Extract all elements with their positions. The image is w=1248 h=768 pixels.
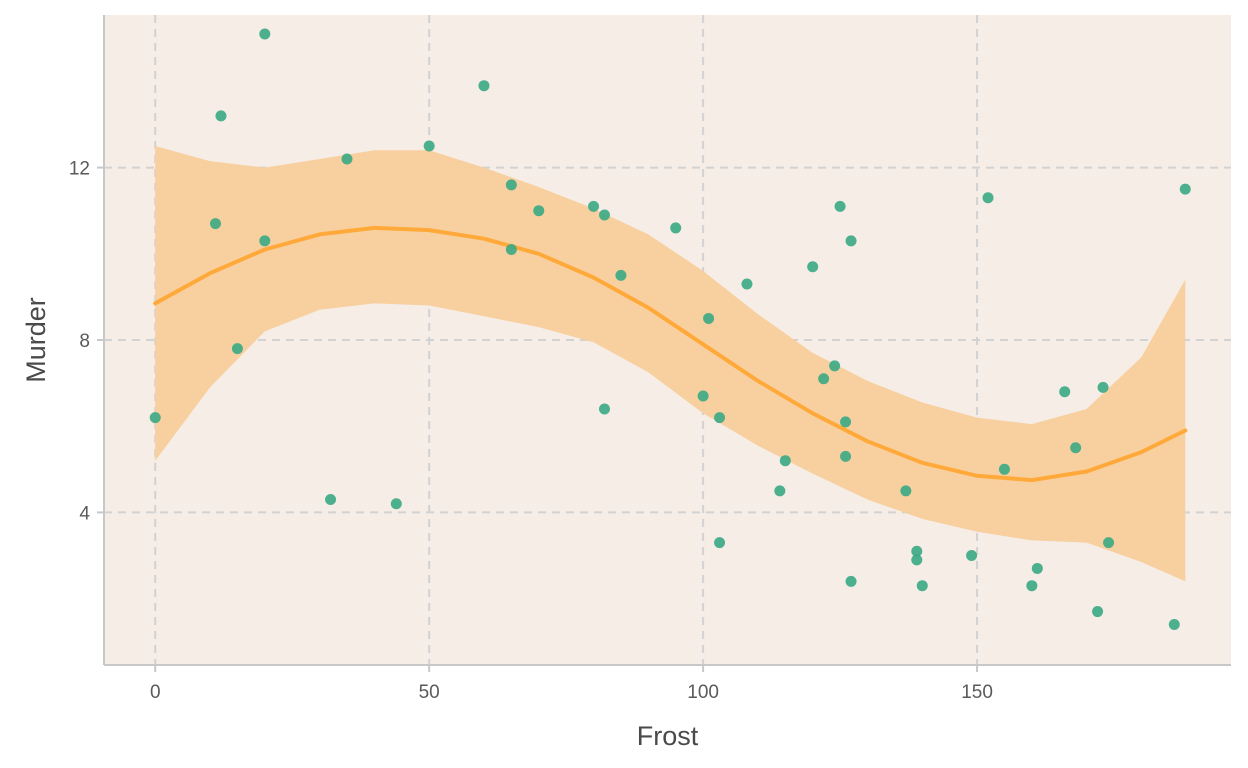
data-point bbox=[1092, 606, 1104, 618]
data-point bbox=[966, 550, 978, 562]
data-point bbox=[911, 545, 923, 557]
data-point bbox=[845, 235, 857, 247]
x-tick-label: 150 bbox=[961, 682, 993, 703]
data-point bbox=[1168, 618, 1180, 630]
data-point bbox=[423, 140, 435, 152]
data-point bbox=[703, 312, 715, 324]
data-point bbox=[1031, 562, 1043, 574]
data-point bbox=[533, 205, 545, 217]
data-point bbox=[1070, 442, 1082, 454]
data-point bbox=[588, 200, 600, 212]
data-point bbox=[845, 575, 857, 587]
smooth-line bbox=[153, 225, 1188, 483]
data-point bbox=[505, 179, 517, 191]
data-point bbox=[982, 192, 994, 204]
data-point bbox=[916, 580, 928, 592]
y-tick-label: 8 bbox=[79, 331, 90, 352]
data-point bbox=[1103, 537, 1115, 549]
data-point bbox=[390, 498, 402, 510]
data-points bbox=[149, 28, 1191, 630]
data-point bbox=[670, 222, 682, 234]
data-point bbox=[1026, 580, 1038, 592]
x-axis-title: Frost bbox=[637, 721, 699, 751]
y-axis-title: Murder bbox=[21, 297, 51, 383]
data-point bbox=[774, 485, 786, 497]
data-point bbox=[505, 243, 517, 255]
data-point bbox=[840, 450, 852, 462]
data-point bbox=[840, 416, 852, 428]
data-point bbox=[598, 209, 610, 221]
data-point bbox=[998, 463, 1010, 475]
data-point bbox=[215, 110, 227, 122]
data-point bbox=[714, 412, 726, 424]
data-point bbox=[209, 218, 221, 230]
x-tick-label: 100 bbox=[687, 682, 719, 703]
data-point bbox=[259, 235, 271, 247]
confidence-ribbon-layer bbox=[155, 146, 1186, 582]
data-point bbox=[615, 269, 627, 281]
data-point bbox=[741, 278, 753, 290]
y-tick-label: 12 bbox=[69, 159, 90, 180]
data-point bbox=[1097, 381, 1109, 393]
tick-labels: 0 50 100 150 4 8 12 bbox=[69, 159, 993, 703]
data-point bbox=[341, 153, 353, 165]
data-point bbox=[834, 200, 846, 212]
data-point bbox=[714, 537, 726, 549]
y-tick-label: 4 bbox=[79, 503, 90, 524]
data-point bbox=[807, 261, 819, 273]
axes bbox=[97, 15, 1231, 672]
data-point bbox=[818, 373, 830, 385]
data-point bbox=[829, 360, 841, 372]
data-point bbox=[1179, 183, 1191, 195]
data-point bbox=[259, 28, 271, 40]
data-point bbox=[149, 412, 161, 424]
confidence-ribbon bbox=[155, 146, 1186, 582]
data-point bbox=[900, 485, 912, 497]
data-point bbox=[1059, 386, 1071, 398]
data-point bbox=[697, 390, 709, 402]
x-tick-label: 50 bbox=[419, 682, 440, 703]
data-point bbox=[231, 343, 243, 355]
smooth-line-layer bbox=[153, 225, 1188, 483]
data-point bbox=[598, 403, 610, 415]
data-point bbox=[325, 493, 337, 505]
data-point bbox=[779, 455, 791, 467]
data-point bbox=[911, 554, 923, 566]
x-tick-label: 0 bbox=[150, 682, 161, 703]
data-point bbox=[478, 80, 490, 92]
